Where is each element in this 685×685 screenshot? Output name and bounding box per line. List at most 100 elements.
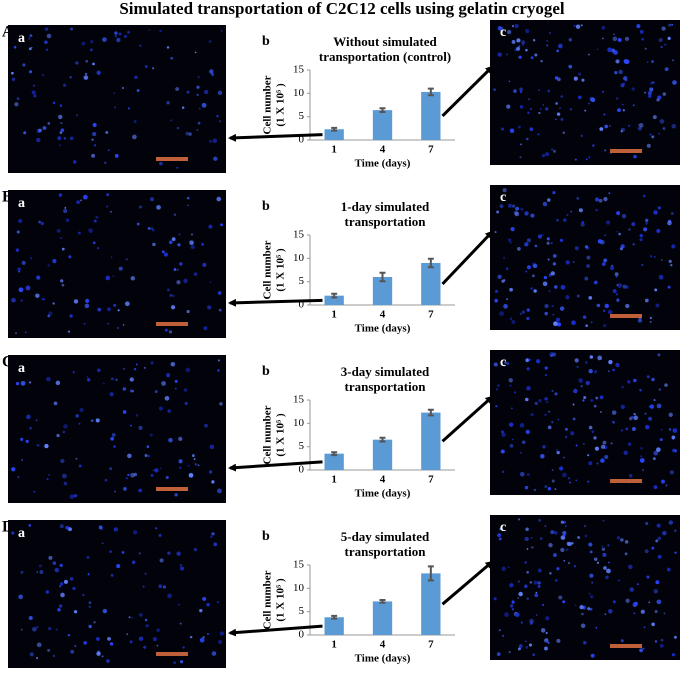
x-tick-label: 1 (331, 474, 337, 486)
cell-dot (63, 579, 68, 584)
cell-dot (575, 444, 578, 447)
cell-dot (555, 102, 558, 105)
cell-dot (671, 653, 676, 657)
cell-dot (83, 75, 89, 80)
cell-dot (62, 473, 67, 479)
cell-dot (85, 72, 88, 75)
cell-dot (562, 472, 567, 478)
cell-dot (519, 90, 523, 94)
cell-dot (620, 130, 623, 133)
cell-dot (672, 59, 674, 62)
cell-dot (30, 46, 33, 49)
cell-dot (493, 362, 498, 367)
scale-bar (156, 487, 188, 491)
cell-dot (610, 442, 613, 445)
cell-dot (191, 233, 193, 236)
cell-dot (639, 458, 645, 463)
cell-dot (665, 484, 668, 487)
cell-dot (83, 322, 86, 325)
cell-dot (511, 407, 513, 410)
cell-dot (660, 638, 664, 642)
cell-dot (509, 444, 514, 448)
cell-dot (562, 131, 566, 135)
cell-dot (556, 322, 562, 327)
cell-dot (209, 281, 212, 283)
cell-dot (493, 597, 497, 601)
cell-dot (505, 298, 509, 301)
cell-dot (203, 89, 209, 95)
cell-dot (116, 564, 121, 569)
cell-dot (59, 563, 63, 568)
cell-dot (197, 121, 201, 125)
cell-dot (576, 294, 580, 298)
cell-dot (589, 355, 594, 359)
cell-dot (220, 30, 223, 32)
cell-dot (541, 154, 545, 158)
cell-dot (518, 644, 523, 648)
cell-dot (113, 527, 119, 532)
cell-dot (524, 561, 527, 564)
image-label: a (18, 361, 25, 376)
cell-dot (95, 418, 100, 423)
cell-dot (530, 107, 533, 110)
cell-dot (52, 259, 57, 264)
cell-dot (16, 230, 20, 234)
cell-dot (558, 595, 563, 600)
cell-dot (127, 107, 130, 110)
cell-dot (178, 459, 183, 464)
cell-dot (57, 136, 62, 141)
chart-label: b (262, 529, 270, 544)
cell-dot (166, 373, 171, 378)
cell-dot (617, 579, 620, 582)
error-bar (331, 614, 338, 620)
x-axis-label: Time (days) (355, 323, 411, 335)
cell-dot (608, 124, 611, 128)
chart-title: transportation (345, 379, 427, 394)
cell-dot (502, 634, 505, 637)
cell-dot (13, 45, 17, 49)
micrograph (490, 350, 680, 495)
cell-dot (636, 24, 641, 29)
cell-dot (152, 637, 157, 642)
cell-dot (575, 24, 581, 29)
cell-dot (537, 568, 542, 573)
cell-dot (607, 309, 613, 315)
cell-dot (513, 391, 517, 394)
cell-dot (658, 132, 660, 135)
x-tick-label: 1 (331, 144, 337, 156)
cell-dot (645, 521, 649, 526)
cell-dot (608, 608, 613, 614)
cell-dot (549, 32, 551, 34)
cell-dot (674, 529, 677, 532)
cell-dot (154, 390, 158, 394)
cell-dot (191, 454, 195, 458)
cell-dot (534, 244, 538, 248)
cell-dot (554, 392, 558, 396)
cell-dot (167, 551, 171, 555)
cell-dot (70, 649, 75, 654)
cell-dot (672, 448, 676, 453)
cell-dot (17, 267, 21, 272)
cell-dot (670, 263, 673, 267)
cell-dot (610, 266, 615, 271)
cell-dot (81, 41, 86, 46)
cell-dot (584, 361, 588, 364)
cell-dot (547, 425, 552, 430)
cell-dot (213, 542, 218, 547)
cell-dot (538, 111, 541, 115)
cell-dot (616, 536, 620, 540)
cell-dot (220, 223, 224, 227)
cell-dot (518, 45, 521, 48)
cell-dot (644, 47, 647, 50)
cell-dot (173, 213, 176, 216)
cell-dot (533, 289, 537, 293)
cell-dot (52, 654, 56, 658)
cell-dot (610, 264, 614, 268)
cell-dot (524, 536, 529, 542)
cell-dot (542, 281, 548, 287)
cell-dot (38, 564, 42, 568)
cell-dot (509, 422, 514, 427)
cell-dot (107, 636, 111, 641)
cell-dot (556, 49, 560, 53)
cell-dot (518, 518, 521, 521)
